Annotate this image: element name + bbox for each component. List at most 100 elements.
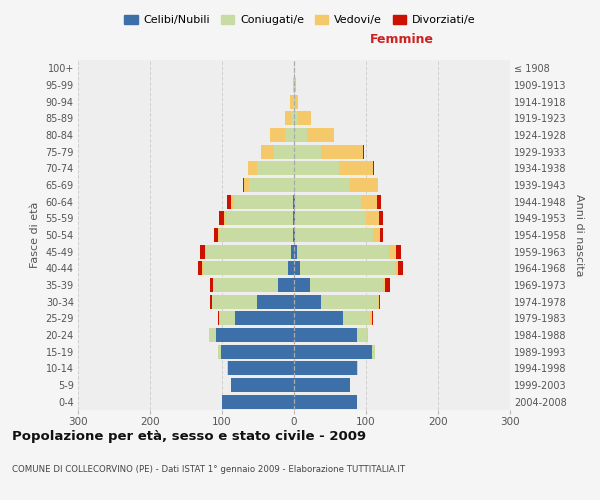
Bar [214,228,218,242]
Bar [294,311,343,326]
Bar [228,361,294,376]
Bar [202,261,203,276]
Bar [363,144,364,159]
Bar [257,294,294,308]
Text: COMUNE DI COLLECORVINO (PE) - Dati ISTAT 1° gennaio 2009 - Elaborazione TUTTITAL: COMUNE DI COLLECORVINO (PE) - Dati ISTAT… [12,465,405,474]
Bar [293,194,294,209]
Bar [294,112,298,126]
Bar [243,178,244,192]
Bar [297,244,389,259]
Bar [227,361,228,376]
Bar [203,261,288,276]
Bar [219,211,224,226]
Bar [294,162,338,175]
Bar [294,261,300,276]
Bar [235,311,294,326]
Bar [294,344,372,359]
Bar [234,194,293,209]
Bar [367,328,368,342]
Bar [389,244,396,259]
Bar [227,194,232,209]
Legend: Celibi/Nubili, Coniugati/e, Vedovi/e, Divorziati/e: Celibi/Nubili, Coniugati/e, Vedovi/e, Di… [120,10,480,30]
Bar [379,211,383,226]
Bar [377,294,379,308]
Bar [398,261,403,276]
Bar [286,112,291,126]
Bar [261,144,274,159]
Bar [385,278,391,292]
Bar [372,344,374,359]
Bar [294,394,358,409]
Bar [377,178,378,192]
Bar [212,294,257,308]
Bar [294,294,322,308]
Bar [293,228,294,242]
Bar [295,194,361,209]
Bar [218,344,221,359]
Bar [379,294,380,308]
Bar [294,278,310,292]
Bar [216,328,294,342]
Bar [300,261,395,276]
Bar [214,278,278,292]
Bar [219,311,235,326]
Bar [294,194,295,209]
Bar [358,328,367,342]
Bar [291,112,294,126]
Bar [294,144,322,159]
Bar [298,112,311,126]
Bar [293,94,294,109]
Bar [396,244,401,259]
Bar [322,294,377,308]
Bar [295,78,296,92]
Bar [206,244,291,259]
Bar [244,178,250,192]
Bar [293,211,294,226]
Bar [294,244,297,259]
Bar [291,244,294,259]
Y-axis label: Anni di nascita: Anni di nascita [574,194,584,276]
Bar [226,211,293,226]
Bar [322,144,363,159]
Bar [232,194,234,209]
Text: Popolazione per età, sesso e stato civile - 2009: Popolazione per età, sesso e stato civil… [12,430,366,443]
Bar [373,162,374,175]
Bar [307,128,334,142]
Bar [366,211,379,226]
Bar [212,278,214,292]
Bar [295,211,366,226]
Bar [248,162,257,175]
Bar [197,261,202,276]
Bar [294,328,358,342]
Bar [290,94,293,109]
Bar [205,244,206,259]
Bar [383,278,385,292]
Bar [338,162,373,175]
Bar [274,144,294,159]
Bar [218,228,219,242]
Bar [222,394,294,409]
Bar [221,344,294,359]
Bar [350,178,377,192]
Bar [286,128,294,142]
Bar [370,311,372,326]
Bar [294,361,358,376]
Bar [295,94,298,109]
Bar [294,78,295,92]
Bar [269,128,286,142]
Bar [250,178,294,192]
Bar [294,378,350,392]
Bar [294,211,295,226]
Bar [395,261,398,276]
Bar [257,162,294,175]
Bar [294,178,350,192]
Bar [209,328,216,342]
Bar [343,311,370,326]
Bar [361,194,377,209]
Bar [294,228,295,242]
Y-axis label: Fasce di età: Fasce di età [30,202,40,268]
Bar [230,378,294,392]
Bar [294,94,295,109]
Bar [288,261,294,276]
Bar [200,244,205,259]
